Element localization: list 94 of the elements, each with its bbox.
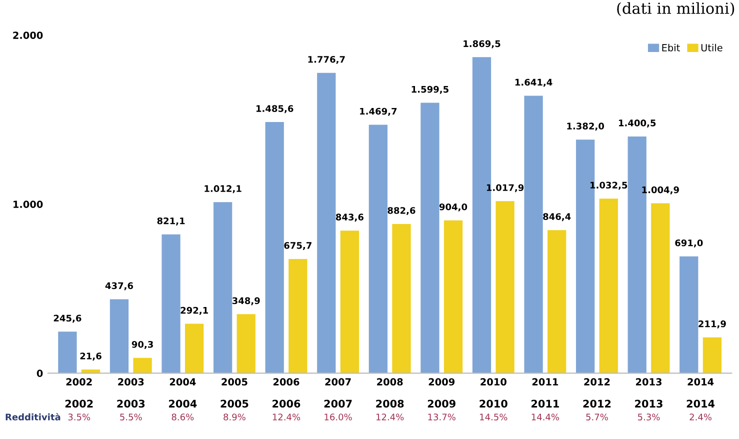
text: 16.0% [324,414,352,420]
bar [340,230,360,374]
bar [444,220,463,374]
data-label: 1.641,4 [515,78,552,87]
bar [185,324,204,374]
text: 13.7% [428,414,456,420]
data-label: 1.032,5 [590,182,628,190]
data-label: 211,9 [698,320,726,328]
x-tick-label: 2007 [325,378,351,386]
x-tick-label: 2004 [170,378,196,386]
text: 3.5% [68,414,90,420]
data-label: 675,7 [284,242,312,250]
x-tick-label: 2009 [428,378,455,386]
bar [651,203,670,374]
category-label: 2005 [220,400,248,408]
bar [317,72,336,374]
bar [599,198,618,374]
legend-label: Ebit [662,44,680,52]
data-label: 21,6 [80,352,102,361]
text: 5.3% [638,414,660,420]
text: 14.4% [532,414,560,420]
text: 14.5% [480,414,508,420]
text: 2.4% [690,414,712,420]
bar [133,358,152,374]
bar [496,201,514,374]
category-label: 2009 [428,400,456,408]
data-label: 904,0 [439,203,468,212]
bar [288,258,308,374]
x-tick-label: 2008 [377,378,403,386]
y-tick-label: 2.000 [13,32,43,39]
data-label: 1.869,5 [464,40,500,48]
text: 12.4% [376,414,404,420]
bar [110,299,129,374]
category-label: 2012 [583,400,611,408]
category-label: 2010 [480,400,508,408]
data-label: 90,3 [132,340,153,349]
category-label: 2006 [272,400,300,408]
data-label: 1.017,9 [486,184,524,192]
x-tick-label: 2013 [636,378,662,386]
bar [524,96,543,374]
category-label: 2008 [376,400,404,408]
text: 5.7% [586,414,608,420]
bar [548,230,566,374]
bar [213,202,232,374]
y-tick-label: 1.000 [14,200,43,208]
x-tick-label: 2011 [532,378,558,386]
y-tick-label: 0 [36,370,43,377]
data-label: 1.400,5 [618,120,656,128]
data-label: 245,6 [54,314,82,323]
bar [162,234,180,374]
text: Redditività [6,413,60,420]
bar [392,224,411,374]
category-label: 2013 [635,400,662,408]
x-tick-label: 2010 [480,378,506,386]
data-label: 1.004,9 [642,186,679,194]
chart-subtitle: (dati in milioni) [617,2,734,16]
bar [236,314,256,374]
bar [702,337,722,374]
x-tick-label: 2006 [273,378,300,386]
category-label: 2011 [532,400,559,408]
data-label: 843,6 [336,214,364,222]
data-label: 1.382,0 [567,122,604,131]
data-label: 1.012,1 [204,185,242,194]
x-tick-label: 2012 [584,378,610,386]
data-label: 846,4 [543,213,571,222]
text: 8.9% [224,414,246,420]
bar [368,124,388,374]
category-label: 2014 [686,400,715,408]
bar [420,102,440,374]
data-label: 691,0 [675,239,703,248]
legend-label: Utile [701,44,722,52]
bar [265,122,284,374]
bar [680,256,698,374]
data-label: 1.485,6 [256,105,294,114]
text: 5.5% [120,414,142,420]
x-tick-label: 2005 [222,378,248,386]
data-label: 1.469,7 [360,108,397,116]
text: 8.6% [172,414,194,420]
data-label: 348,9 [232,297,260,306]
data-label: 882,6 [388,207,416,216]
data-label: 821,1 [157,217,185,226]
data-label: 1.776,7 [308,56,345,64]
x-tick-label: 2014 [688,378,714,386]
category-label: 2004 [169,400,197,408]
category-label: 2007 [324,400,352,408]
data-label: 1.599,5 [412,86,448,94]
data-label: 437,6 [105,282,134,290]
category-label: 2002 [65,400,93,408]
x-tick-label: 2002 [66,378,92,386]
category-label: 2003 [117,400,145,408]
x-tick-label: 2003 [118,378,144,386]
bar [58,332,77,374]
text: 12.4% [272,414,300,420]
data-label: 292,1 [180,306,208,315]
